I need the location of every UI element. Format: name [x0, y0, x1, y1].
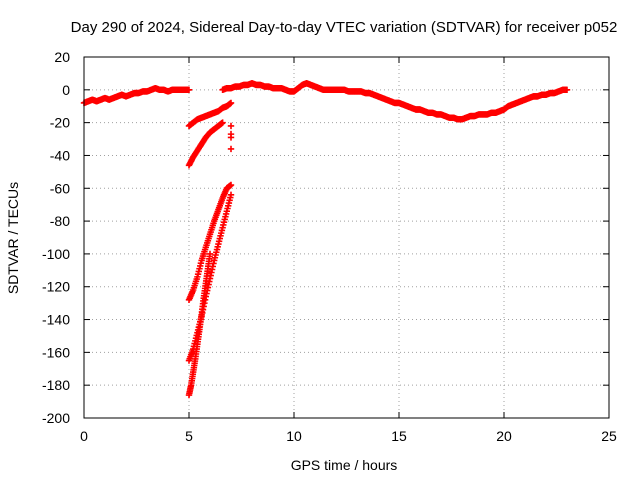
y-tick-label: -180	[42, 377, 70, 393]
x-tick-label: 10	[286, 428, 302, 444]
x-tick-label: 5	[185, 428, 193, 444]
x-axis-label: GPS time / hours	[291, 457, 398, 473]
data-point	[227, 181, 235, 189]
data-point	[227, 145, 235, 153]
y-tick-label: 0	[62, 82, 70, 98]
y-tick-label: -200	[42, 410, 70, 426]
y-tick-label: -80	[50, 213, 70, 229]
plot-frame	[83, 56, 610, 419]
series-main-trace	[80, 84, 193, 107]
series-rising-arc-2	[185, 119, 226, 169]
data-marks	[80, 80, 571, 399]
y-tick-label: -160	[42, 344, 70, 360]
data-point	[227, 99, 235, 107]
y-tick-label: 20	[54, 49, 70, 65]
series-steep-arc-3	[185, 250, 214, 399]
data-point	[227, 191, 235, 199]
grid	[84, 57, 609, 418]
series-steep-arc-2	[185, 191, 235, 364]
data-point	[227, 122, 235, 130]
series-isolated-points	[227, 122, 235, 153]
x-tick-label: 15	[391, 428, 407, 444]
x-tick-label: 0	[80, 428, 88, 444]
data-point	[219, 119, 226, 126]
chart-title: Day 290 of 2024, Sidereal Day-to-day VTE…	[71, 19, 618, 36]
x-tick-label: 20	[496, 428, 512, 444]
data-point	[206, 250, 214, 258]
series-afternoon-trace	[219, 80, 571, 123]
series-rising-arc-1	[185, 99, 235, 130]
data-point	[227, 134, 235, 141]
y-tick-label: -40	[50, 147, 70, 163]
y-tick-label: -100	[42, 246, 70, 262]
series-steep-arc-1	[185, 181, 235, 304]
y-tick-label: -60	[50, 180, 70, 196]
axes: 0 5 10 15 20 25 20 0 -20 -40 -60 -80 -100 -120 -140 -16…	[42, 49, 617, 444]
y-tick-label: -120	[42, 279, 70, 295]
data-point	[563, 86, 571, 94]
data-point	[185, 86, 193, 94]
x-tick-label: 25	[601, 428, 617, 444]
y-tick-label: -140	[42, 312, 70, 328]
y-tick-label: -20	[50, 115, 70, 131]
y-axis-label: SDTVAR / TECUs	[5, 182, 21, 294]
